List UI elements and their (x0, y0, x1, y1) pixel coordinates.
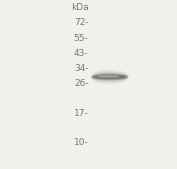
Ellipse shape (91, 70, 128, 84)
Ellipse shape (97, 76, 119, 77)
Text: kDa: kDa (71, 3, 88, 12)
Text: 55-: 55- (74, 33, 88, 43)
Text: 72-: 72- (74, 18, 88, 27)
Ellipse shape (96, 76, 124, 78)
Text: 17-: 17- (74, 109, 88, 118)
Ellipse shape (92, 74, 127, 80)
Text: 10-: 10- (74, 138, 88, 147)
Ellipse shape (94, 75, 125, 78)
Text: 43-: 43- (74, 49, 88, 58)
Ellipse shape (92, 72, 128, 82)
Text: 26-: 26- (74, 79, 88, 88)
Ellipse shape (93, 75, 127, 79)
Text: 34-: 34- (74, 64, 88, 73)
